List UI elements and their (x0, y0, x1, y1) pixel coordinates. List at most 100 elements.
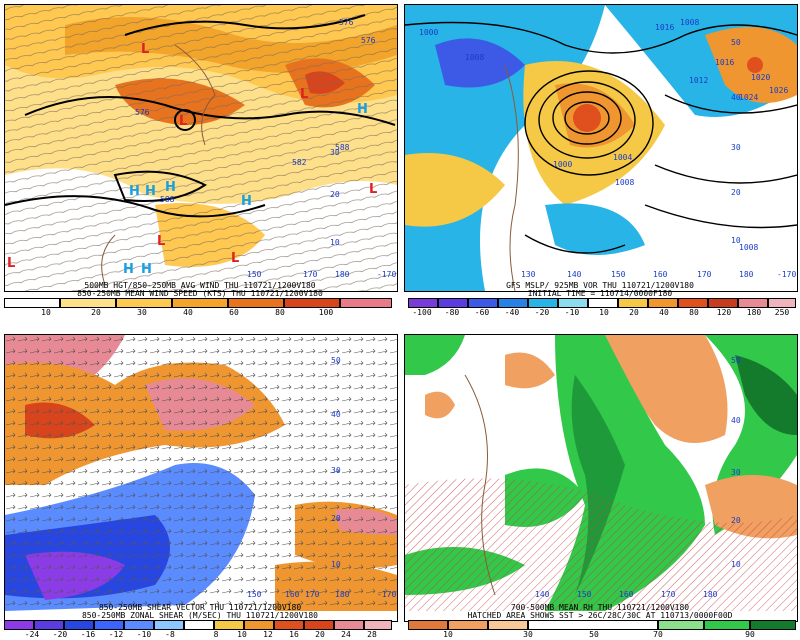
mslp-map-panel: 1000 1008 1016 1000 1004 1008 1008 1012 … (404, 4, 798, 292)
tick-label: 40 (183, 308, 193, 317)
height-contour (5, 195, 266, 218)
tick-label: 250 (774, 308, 790, 317)
tick-label: -60 (474, 308, 490, 317)
high-pressure-mark: H (129, 184, 140, 199)
isobar-label: 1000 (553, 160, 572, 169)
latitude-label: 20 (330, 190, 340, 199)
height-contour (124, 14, 366, 36)
tick-label: -10 (564, 308, 580, 317)
latitude-label: 10 (731, 560, 741, 569)
low-pressure-mark: L (231, 251, 239, 266)
tick-label: -12 (108, 630, 124, 639)
shear-map-panel: 150 160 170 180 -170 50 40 30 20 10 (4, 334, 398, 622)
high-pressure-mark: H (357, 102, 368, 117)
isobar-label: 1026 (769, 86, 788, 95)
mslp-colorbar (408, 298, 796, 308)
latitude-label: 20 (331, 514, 341, 523)
tick-label: 30 (137, 308, 147, 317)
longitude-label: 170 (303, 270, 318, 279)
longitude-label: 160 (653, 270, 668, 279)
shear-colorbar (4, 620, 392, 630)
tick-label: 12 (263, 630, 273, 639)
tick-label: -20 (534, 308, 550, 317)
rh-caption-1: 700-500MB MEAN RH THU 110721/1200V180 (510, 603, 690, 612)
latitude-label: 40 (731, 93, 741, 102)
tick-label: 10 (237, 630, 247, 639)
latitude-label: 10 (330, 238, 340, 247)
coastline (101, 234, 116, 286)
tick-label: 10 (599, 308, 609, 317)
isobar-label: 1000 (419, 28, 438, 37)
latitude-label: 10 (331, 560, 341, 569)
mslp-map: 1000 1008 1016 1000 1004 1008 1008 1012 … (405, 5, 797, 291)
tick-label: 50 (589, 630, 599, 639)
dry-area (425, 391, 455, 419)
longitude-label: 150 (247, 590, 262, 599)
rh-colorbar-ticks: 10 30 50 70 90 (408, 630, 796, 640)
contour-label: 576 (135, 108, 150, 117)
longitude-label: 130 (521, 270, 536, 279)
high-pressure-mark: H (165, 180, 176, 195)
tick-label: 20 (629, 308, 639, 317)
low-pressure-mark: L (300, 87, 308, 102)
tick-label: -20 (52, 630, 68, 639)
cyclone-contour (174, 109, 196, 131)
latitude-label: 40 (331, 410, 341, 419)
shear-caption-2: 850-250MB ZONAL SHEAR (M/SEC) THU 110721… (81, 611, 318, 620)
longitude-label: 140 (567, 270, 582, 279)
high-pressure-mark: H (145, 184, 156, 199)
mslp-colorbar-ticks: -100 -80 -60 -40 -20 -10 10 20 40 80 120… (408, 308, 796, 318)
tick-label: 90 (745, 630, 755, 639)
wind-map-panel: 576 582 588 576 588 576 L L L L L H H H … (4, 4, 398, 292)
longitude-label: 170 (661, 590, 676, 599)
wind-caption-1: 500MB HGT/850-250MB AVG WIND THU 110721/… (84, 281, 316, 290)
isobar-label: 1012 (689, 76, 708, 85)
moist-band-strong (571, 375, 625, 595)
isobar-label: 1008 (739, 243, 758, 252)
cyclone-core (573, 104, 601, 132)
isobar-label: 1016 (715, 58, 734, 67)
tick-label: 8 (213, 630, 219, 639)
latitude-label: 30 (731, 468, 741, 477)
longitude-label: 170 (697, 270, 712, 279)
dry-area (505, 352, 555, 389)
longitude-label: -170 (377, 270, 396, 279)
rh-map: 140 150 160 170 180 50 40 30 20 10 (405, 335, 797, 611)
tick-label: 180 (746, 308, 762, 317)
longitude-label: 180 (335, 270, 350, 279)
latitude-label: 10 (731, 236, 741, 245)
rh-caption-2: HATCHED AREA SHOWS SST > 26C/28C/30C AT … (467, 611, 733, 620)
longitude-label: 150 (247, 270, 262, 279)
coastline (464, 374, 496, 596)
latitude-label: 30 (331, 466, 341, 475)
isobar-label: 1008 (465, 53, 484, 62)
moist-band-core (735, 355, 797, 435)
longitude-label: 150 (611, 270, 626, 279)
tick-label: 80 (275, 308, 285, 317)
high-pressure-mark: H (141, 262, 152, 277)
mslp-caption-2: INITIAL TIME = 110714/0000F180 (527, 289, 673, 298)
latitude-label: 50 (331, 356, 341, 365)
height-contour (24, 96, 396, 126)
coastline (504, 64, 519, 291)
vorticity-max (747, 57, 763, 73)
warm-sst-hatch (405, 478, 797, 611)
contour-label: 588 (335, 143, 350, 152)
latitude-label: 20 (731, 188, 741, 197)
high-pressure-mark: H (241, 194, 252, 209)
tick-label: 60 (229, 308, 239, 317)
shear-caption-1: 850-250MB SHEAR VECTOR THU 110721/1200V1… (98, 603, 302, 612)
streamlines (5, 5, 397, 291)
rh-map-panel: 140 150 160 170 180 50 40 30 20 10 (404, 334, 798, 622)
rh-colorbar (408, 620, 796, 630)
shear-colorbar-ticks: -24 -20 -16 -12 -10 -8 8 10 12 16 20 24 … (4, 630, 392, 640)
longitude-label: 160 (619, 590, 634, 599)
isobar-label: 1020 (751, 73, 770, 82)
tick-label: -10 (136, 630, 152, 639)
latitude-label: 30 (731, 143, 741, 152)
negative-vorticity (545, 203, 645, 255)
latitude-label: 20 (731, 516, 741, 525)
latitude-label: 50 (731, 356, 741, 365)
low-pressure-mark: L (7, 256, 15, 271)
longitude-label: -170 (377, 590, 396, 599)
